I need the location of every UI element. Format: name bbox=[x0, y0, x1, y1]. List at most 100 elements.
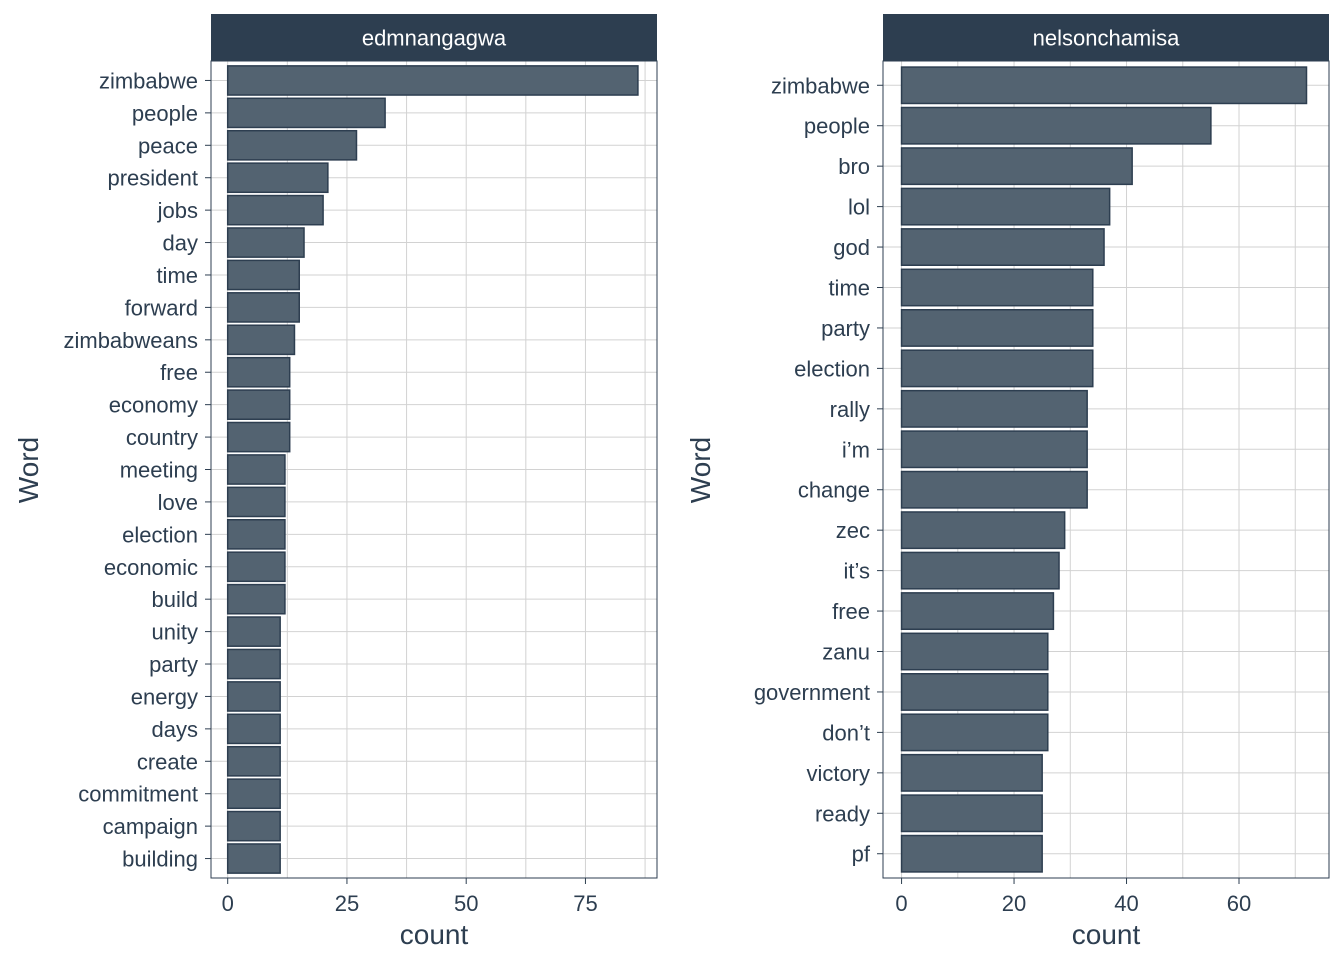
bar-day bbox=[226, 227, 305, 258]
bar-bro bbox=[900, 147, 1133, 186]
y-tick-label: energy bbox=[131, 684, 198, 709]
y-tick-label: change bbox=[798, 478, 870, 503]
y-tick-label: building bbox=[122, 847, 198, 872]
y-tick-label: people bbox=[804, 114, 870, 139]
y-tick-label: forward bbox=[125, 295, 198, 320]
bar-zimbabweans bbox=[226, 324, 296, 356]
bar-zec bbox=[900, 511, 1066, 550]
y-tick-label: i’m bbox=[842, 437, 870, 462]
bar-victory bbox=[900, 753, 1043, 792]
bar-election bbox=[900, 349, 1094, 388]
bar-campaign bbox=[226, 810, 281, 842]
bar-unity bbox=[226, 616, 281, 647]
bar-lol bbox=[900, 187, 1111, 226]
y-tick-label: country bbox=[126, 425, 198, 450]
y-tick-label: campaign bbox=[103, 814, 198, 839]
x-tick-label: 75 bbox=[573, 891, 597, 916]
bar-love bbox=[226, 486, 286, 518]
y-tick-label: time bbox=[828, 275, 870, 300]
y-tick-label: zimbabweans bbox=[63, 328, 198, 353]
y-tick-label: government bbox=[754, 680, 870, 705]
y-tick-label: rally bbox=[830, 397, 870, 422]
bar-meeting bbox=[226, 454, 286, 485]
y-tick-label: jobs bbox=[157, 198, 198, 223]
bar-create bbox=[226, 745, 281, 777]
y-tick-label: victory bbox=[806, 761, 870, 786]
bar-economic bbox=[226, 551, 286, 583]
bar-building bbox=[226, 843, 281, 874]
bar-pf bbox=[900, 834, 1043, 873]
bar-god bbox=[900, 228, 1105, 267]
y-tick-label: god bbox=[833, 235, 870, 260]
bar-economy bbox=[226, 389, 291, 420]
x-tick-label: 25 bbox=[335, 891, 359, 916]
bar-ready bbox=[900, 794, 1043, 833]
bar-rally bbox=[900, 389, 1088, 428]
y-tick-label: zimbabwe bbox=[99, 68, 198, 93]
facet-strip bbox=[211, 14, 657, 61]
bar-forward bbox=[226, 292, 300, 323]
bar-people bbox=[226, 97, 386, 129]
bar-election bbox=[226, 519, 286, 550]
y-tick-label: build bbox=[152, 587, 198, 612]
bar-i’m bbox=[900, 430, 1088, 469]
y-tick-label: zanu bbox=[822, 640, 870, 665]
bar-energy bbox=[226, 681, 281, 712]
x-axis-title: count bbox=[400, 919, 469, 950]
x-tick-label: 0 bbox=[895, 891, 907, 916]
y-tick-label: economy bbox=[109, 393, 198, 418]
bar-party bbox=[226, 648, 281, 680]
y-tick-label: bro bbox=[838, 154, 870, 179]
bar-president bbox=[226, 162, 329, 194]
bar-change bbox=[900, 470, 1088, 509]
x-tick-label: 60 bbox=[1227, 891, 1251, 916]
bar-free bbox=[226, 356, 291, 388]
x-tick-label: 50 bbox=[454, 891, 478, 916]
y-tick-label: economic bbox=[104, 555, 198, 580]
x-tick-label: 0 bbox=[222, 891, 234, 916]
bar-commitment bbox=[226, 778, 281, 810]
y-tick-label: lol bbox=[848, 195, 870, 220]
y-tick-label: commitment bbox=[78, 782, 198, 807]
y-tick-label: unity bbox=[152, 620, 198, 645]
y-tick-label: party bbox=[821, 316, 870, 341]
bar-it’s bbox=[900, 551, 1060, 590]
y-tick-label: ready bbox=[815, 801, 870, 826]
y-tick-label: time bbox=[156, 263, 198, 288]
x-axis-title: count bbox=[1072, 919, 1141, 950]
bar-don’t bbox=[900, 713, 1049, 752]
bar-time bbox=[900, 268, 1094, 307]
bar-zanu bbox=[900, 632, 1049, 671]
bar-party bbox=[900, 308, 1094, 347]
y-tick-label: people bbox=[132, 101, 198, 126]
bar-days bbox=[226, 713, 281, 745]
y-tick-label: free bbox=[160, 360, 198, 385]
bar-people bbox=[900, 106, 1212, 145]
y-tick-label: election bbox=[794, 356, 870, 381]
x-tick-label: 40 bbox=[1114, 891, 1138, 916]
bar-time bbox=[226, 259, 300, 291]
y-tick-label: love bbox=[158, 490, 198, 515]
facet-title: nelsonchamisa bbox=[1033, 26, 1181, 51]
bar-jobs bbox=[226, 194, 324, 226]
y-axis-title: Word bbox=[13, 437, 44, 503]
bar-zimbabwe bbox=[900, 66, 1308, 105]
y-tick-label: free bbox=[832, 599, 870, 624]
y-tick-label: days bbox=[152, 717, 198, 742]
facet-title: edmnangagwa bbox=[362, 26, 507, 51]
y-tick-label: day bbox=[163, 231, 198, 256]
y-tick-label: it’s bbox=[844, 559, 871, 584]
x-tick-label: 20 bbox=[1002, 891, 1026, 916]
y-axis-title: Word bbox=[685, 437, 716, 503]
y-tick-label: peace bbox=[138, 133, 198, 158]
y-tick-label: meeting bbox=[120, 458, 198, 483]
y-tick-label: pf bbox=[852, 842, 871, 867]
y-tick-label: zec bbox=[836, 518, 870, 543]
bar-free bbox=[900, 592, 1055, 631]
y-tick-label: zimbabwe bbox=[771, 73, 870, 98]
bar-government bbox=[900, 673, 1049, 711]
bar-country bbox=[226, 421, 291, 453]
facet-strip bbox=[883, 14, 1329, 61]
bar-peace bbox=[226, 129, 358, 161]
